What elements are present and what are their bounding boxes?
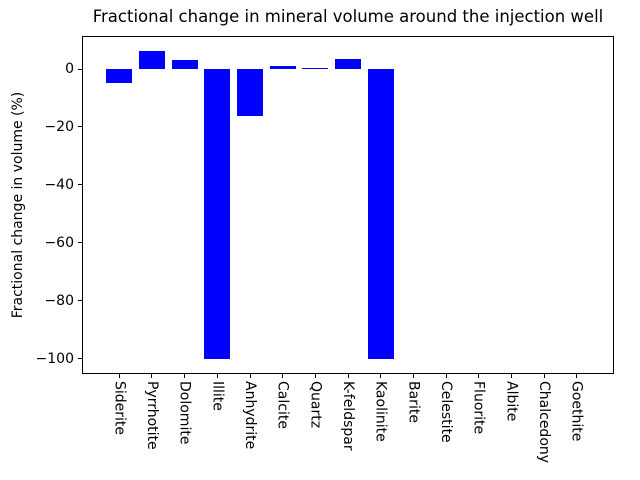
x-tick-mark (216, 374, 218, 378)
y-tick-label: −20 (44, 118, 74, 135)
bar-siderite (106, 69, 133, 84)
x-tick-mark (314, 374, 316, 378)
x-tick-mark (445, 374, 447, 378)
x-tick-mark (576, 374, 578, 378)
bar-illite (204, 69, 231, 359)
x-tick-label-quartz: Quartz (307, 381, 324, 429)
x-tick-mark (478, 374, 480, 378)
x-tick-label-chalcedony: Chalcedony (536, 381, 553, 464)
bar-anhydrite (236, 69, 263, 116)
x-tick-label-kaolinite: Kaolinite (372, 381, 389, 442)
x-tick-mark (543, 374, 545, 378)
x-tick-label-illite: Illite (209, 381, 226, 411)
x-tick-label-dolomite: Dolomite (176, 381, 193, 445)
plot-area (82, 36, 614, 374)
y-tick-label: −100 (35, 350, 74, 367)
x-tick-mark (510, 374, 512, 378)
y-tick-label: −80 (44, 292, 74, 309)
bar-calcite (269, 66, 296, 69)
x-tick-label-albite: Albite (503, 381, 520, 422)
x-tick-mark (347, 374, 349, 378)
x-tick-label-fluorite: Fluorite (470, 381, 487, 435)
x-tick-mark (380, 374, 382, 378)
y-tick-mark (78, 242, 82, 244)
y-tick-mark (78, 300, 82, 302)
y-tick-mark (78, 126, 82, 128)
y-tick-mark (78, 68, 82, 70)
x-tick-label-anhydrite: Anhydrite (242, 381, 258, 450)
x-tick-mark (282, 374, 284, 378)
chart-title: Fractional change in mineral volume arou… (92, 7, 604, 26)
bar-dolomite (171, 60, 198, 69)
y-tick-label: −60 (44, 234, 74, 251)
bar-k-feldspar (334, 59, 361, 69)
bar-pyrrhotite (138, 51, 165, 70)
x-tick-label-siderite: Siderite (111, 381, 128, 436)
x-tick-mark (412, 374, 414, 378)
y-tick-label: −40 (44, 176, 74, 193)
x-tick-label-calcite: Calcite (274, 381, 291, 429)
y-tick-label: 0 (65, 61, 74, 77)
bar-quartz (302, 67, 329, 70)
y-tick-mark (78, 184, 82, 186)
x-tick-mark (249, 374, 251, 378)
x-tick-mark (118, 374, 120, 378)
x-tick-label-celestite: Celestite (438, 381, 454, 443)
bar-kaolinite (367, 69, 394, 359)
x-tick-label-pyrrhotite: Pyrrhotite (143, 381, 160, 450)
y-tick-mark (78, 358, 82, 360)
x-tick-label-barite: Barite (405, 381, 422, 423)
x-tick-label-goethite: Goethite (568, 381, 585, 442)
x-tick-label-k-feldspar: K-feldspar (340, 381, 356, 451)
x-tick-mark (184, 374, 186, 378)
x-tick-mark (151, 374, 153, 378)
